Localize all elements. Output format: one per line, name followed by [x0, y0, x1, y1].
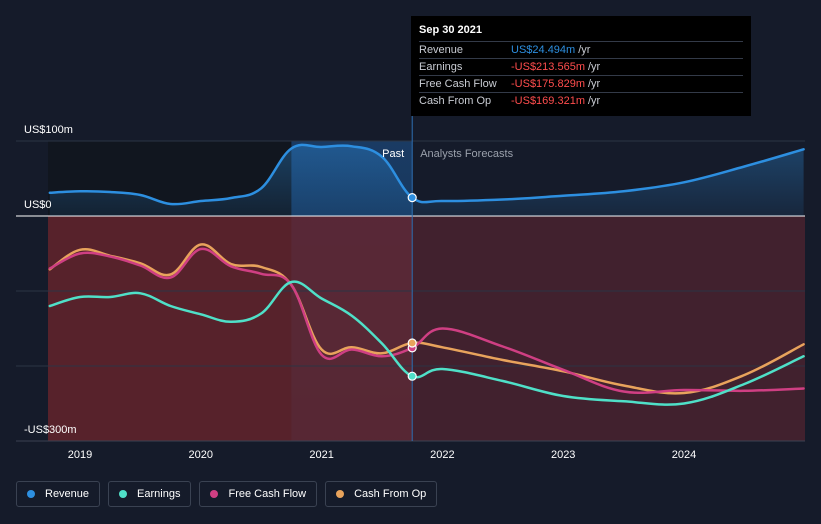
- tooltip-row-value: -US$213.565m: [511, 61, 585, 73]
- cash-from-op-line: [48, 243, 805, 395]
- tooltip-row-unit: /yr: [588, 61, 601, 73]
- legend-label: Free Cash Flow: [228, 488, 307, 500]
- negative-area-shade: [48, 216, 805, 441]
- tooltip-date: Sep 30 2021: [419, 24, 482, 36]
- legend-dot-icon: [336, 490, 345, 498]
- x-tick-label: 2019: [68, 449, 92, 461]
- chart-legend: Revenue Earnings Free Cash Flow Cash From O…: [16, 481, 438, 507]
- legend-dot-icon: [119, 490, 128, 498]
- legend-item-cash-from-op[interactable]: Cash From Op: [325, 481, 438, 507]
- tooltip-row-unit: /yr: [588, 78, 601, 90]
- tooltip-row: Revenue US$24.494m/yr: [419, 41, 743, 58]
- y-tick-label: -US$300m: [24, 424, 77, 436]
- negative-area-forecast: [412, 216, 805, 441]
- legend-dot-icon: [210, 490, 219, 498]
- negative-area-past: [48, 216, 413, 441]
- tooltip-row: Free Cash Flow -US$175.829m/yr: [419, 75, 743, 92]
- legend-dot-icon: [27, 490, 35, 498]
- free-cash-flow-line: [48, 247, 805, 395]
- legend-label: Revenue: [45, 488, 90, 500]
- tooltip-row-label: Revenue: [419, 44, 464, 56]
- tooltip-row-label: Free Cash Flow: [419, 78, 497, 90]
- past-label: Past: [382, 148, 404, 160]
- y-tick-label: US$100m: [24, 124, 73, 136]
- revenue-area: [49, 144, 804, 216]
- tooltip-row: Earnings -US$213.565m/yr: [419, 58, 743, 75]
- tooltip-row-label: Earnings: [419, 61, 463, 73]
- tooltip-row: Cash From Op -US$169.321m/yr: [419, 92, 743, 109]
- legend-item-free-cash-flow[interactable]: Free Cash Flow: [199, 481, 318, 507]
- x-tick-label: 2020: [189, 449, 213, 461]
- forecast-label: Analysts Forecasts: [420, 148, 513, 160]
- legend-label: Cash From Op: [354, 488, 427, 500]
- tooltip-row-unit: /yr: [578, 44, 591, 56]
- tooltip-row-unit: /yr: [588, 95, 601, 107]
- data-tooltip: Sep 30 2021 Revenue US$24.494m/yr Earnings…: [411, 16, 751, 116]
- x-tick-label: 2024: [672, 449, 696, 461]
- tooltip-row-value: US$24.494m: [511, 44, 576, 56]
- revenue-marker: [407, 193, 417, 203]
- tooltip-row-label: Cash From Op: [419, 95, 492, 107]
- tooltip-row-value: -US$175.829m: [511, 78, 585, 90]
- x-tick-label: 2023: [551, 449, 575, 461]
- x-tick-label: 2022: [430, 449, 454, 461]
- revenue-line: [48, 143, 805, 206]
- earnings-marker: [407, 371, 417, 381]
- earnings-line: [48, 280, 805, 406]
- y-tick-label: US$0: [24, 199, 52, 211]
- legend-item-revenue[interactable]: Revenue: [16, 481, 101, 507]
- x-tick-label: 2021: [309, 449, 333, 461]
- cash-from-op-marker: [407, 338, 417, 348]
- tooltip-row-value: -US$169.321m: [511, 95, 585, 107]
- legend-item-earnings[interactable]: Earnings: [108, 481, 192, 507]
- legend-label: Earnings: [137, 488, 181, 500]
